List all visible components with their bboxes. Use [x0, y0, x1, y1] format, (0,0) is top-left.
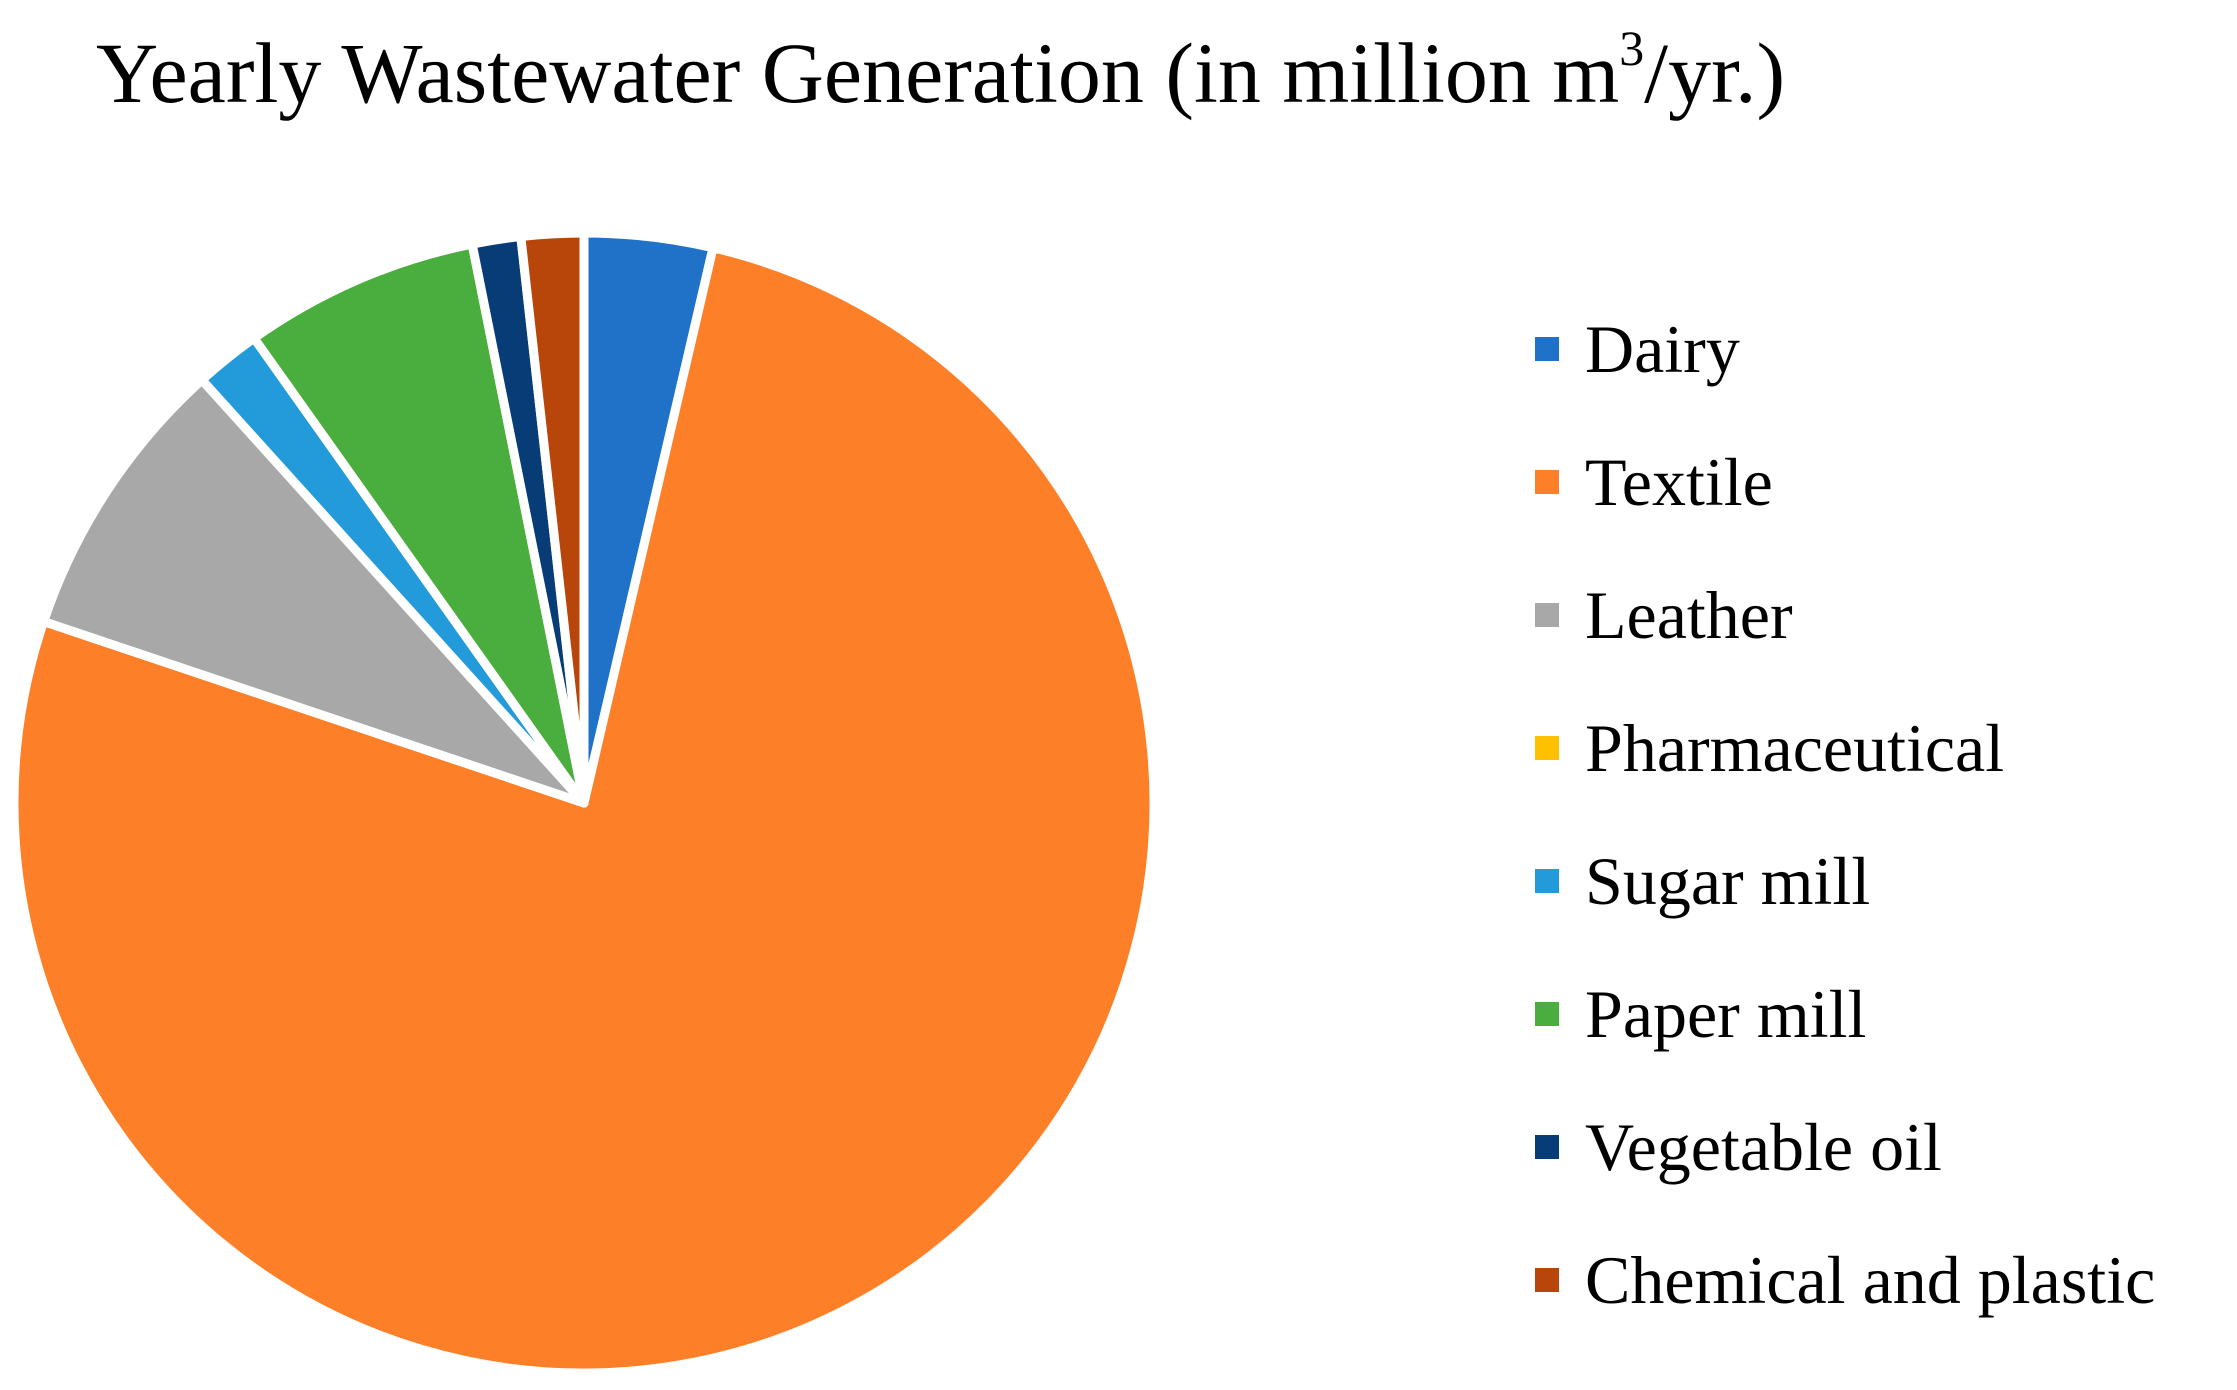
chart-title: Yearly Wastewater Generation (in million… — [96, 18, 1785, 128]
legend-swatch — [1535, 735, 1559, 760]
legend-item-textile: Textile — [1535, 415, 2155, 548]
legend-label: Pharmaceutical — [1585, 709, 2005, 786]
legend-label: Textile — [1585, 443, 1773, 520]
legend-label: Vegetable oil — [1585, 1108, 1942, 1185]
legend-label: Chemical and plastic — [1585, 1241, 2156, 1318]
legend-swatch — [1535, 1267, 1559, 1292]
legend: Dairy Textile Leather Pharmaceutical Sugar m… — [1535, 282, 2155, 1346]
pie-slice-leather — [39, 375, 589, 808]
legend-item-dairy: Dairy — [1535, 282, 2155, 415]
legend-label: Sugar mill — [1585, 842, 1871, 919]
legend-item-paper-mill: Paper mill — [1535, 947, 2155, 1080]
legend-item-vegetable-oil: Vegetable oil — [1535, 1080, 2155, 1213]
pie-slice-chemical-and-plastic — [516, 228, 589, 808]
legend-swatch — [1535, 336, 1559, 361]
legend-label: Dairy — [1585, 310, 1740, 387]
pie-chart — [9, 228, 1159, 1378]
legend-item-pharmaceutical: Pharmaceutical — [1535, 681, 2155, 814]
legend-item-leather: Leather — [1535, 548, 2155, 681]
legend-label: Leather — [1585, 576, 1793, 653]
legend-swatch — [1535, 868, 1559, 893]
pie-slice-paper-mill — [249, 239, 589, 808]
legend-swatch — [1535, 1134, 1559, 1159]
legend-label: Paper mill — [1585, 975, 1867, 1052]
legend-swatch — [1535, 1001, 1559, 1026]
pie-slice-textile — [9, 243, 1159, 1378]
legend-swatch — [1535, 469, 1559, 494]
legend-item-chemical-and-plastic: Chemical and plastic — [1535, 1213, 2155, 1346]
chart-title-main: Yearly Wastewater Generation (in million… — [96, 25, 1620, 121]
chart-title-end: /yr.) — [1644, 25, 1786, 121]
chart-title-superscript: 3 — [1619, 20, 1645, 76]
legend-swatch — [1535, 602, 1559, 627]
legend-item-sugar-mill: Sugar mill — [1535, 814, 2155, 947]
